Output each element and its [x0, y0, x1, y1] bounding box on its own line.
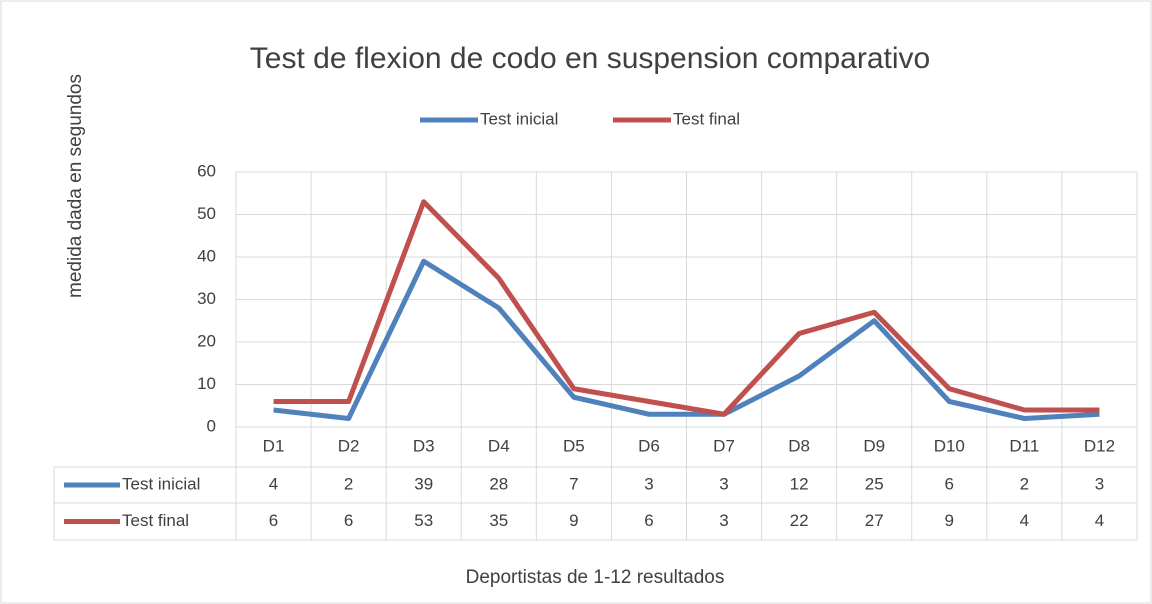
table-cell: 3	[719, 474, 728, 493]
y-tick-label: 10	[197, 374, 216, 393]
table-cell: 27	[865, 511, 884, 530]
table-cell: 35	[489, 511, 508, 530]
table-cell: 7	[569, 474, 578, 493]
x-tick-label: D12	[1084, 436, 1115, 455]
table-row-label: Test final	[122, 511, 189, 530]
table-cell: 3	[644, 474, 653, 493]
table-cell: 3	[719, 511, 728, 530]
x-tick-label: D7	[713, 436, 735, 455]
y-tick-label: 50	[197, 204, 216, 223]
table-cell: 9	[569, 511, 578, 530]
x-tick-label: D1	[263, 436, 285, 455]
table-cell: 3	[1095, 474, 1104, 493]
table-cell: 12	[790, 474, 809, 493]
table-cell: 6	[344, 511, 353, 530]
chart-title: Test de flexion de codo en suspension co…	[250, 42, 930, 75]
x-tick-label: D2	[338, 436, 360, 455]
y-tick-label: 40	[197, 246, 216, 265]
table-cell: 9	[945, 511, 954, 530]
table-cell: 6	[945, 474, 954, 493]
x-tick-label: D5	[563, 436, 585, 455]
series-line	[273, 258, 1100, 421]
table-cell: 39	[414, 474, 433, 493]
x-tick-label: D4	[488, 436, 510, 455]
x-tick-label: D8	[788, 436, 810, 455]
legend-label: Test final	[673, 109, 740, 128]
x-tick-label: D9	[863, 436, 885, 455]
table-cell: 53	[414, 511, 433, 530]
table-cell: 2	[344, 474, 353, 493]
table-cell: 4	[269, 474, 278, 493]
x-tick-label: D3	[413, 436, 435, 455]
table-cell: 22	[790, 511, 809, 530]
y-tick-label: 60	[197, 161, 216, 180]
y-axis-title: medida dada en segundos	[65, 74, 86, 298]
y-tick-label: 20	[197, 331, 216, 350]
x-axis-title: Deportistas de 1-12 resultados	[466, 567, 725, 588]
table-row-label: Test inicial	[122, 474, 200, 493]
legend-label: Test inicial	[480, 109, 558, 128]
table-cell: 6	[269, 511, 278, 530]
y-tick-label: 30	[197, 289, 216, 308]
x-tick-label: D6	[638, 436, 660, 455]
table-cell: 25	[865, 474, 884, 493]
series-line	[273, 199, 1100, 417]
x-tick-label: D11	[1009, 436, 1039, 455]
table-cell: 4	[1095, 511, 1104, 530]
y-tick-label: 0	[207, 416, 216, 435]
table-cell: 2	[1020, 474, 1029, 493]
table-cell: 6	[644, 511, 653, 530]
x-tick-label: D10	[934, 436, 965, 455]
table-cell: 4	[1020, 511, 1029, 530]
table-cell: 28	[489, 474, 508, 493]
